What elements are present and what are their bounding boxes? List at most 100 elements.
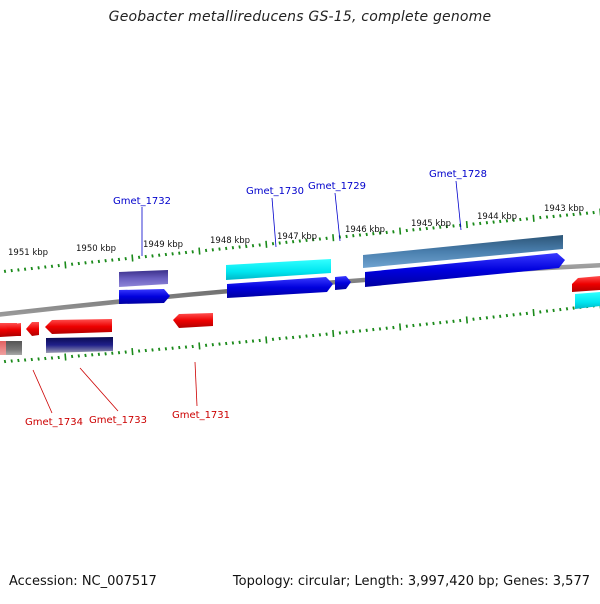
gene-gmet-1728-inner[interactable] <box>365 253 565 287</box>
inner-minor-tick <box>452 319 455 323</box>
outer-minor-tick <box>97 259 101 264</box>
outer-major-tick <box>332 234 335 242</box>
inner-minor-tick <box>418 323 422 327</box>
outer-minor-tick <box>305 238 308 242</box>
outer-minor-tick <box>572 212 575 217</box>
outer-minor-tick <box>57 263 60 268</box>
scale-label-1943: 1943 kbp <box>544 204 584 214</box>
leader-gmet-1728 <box>455 180 462 231</box>
outer-major-tick <box>64 261 67 269</box>
gene-left-pink[interactable] <box>0 341 6 355</box>
inner-minor-tick <box>151 348 154 352</box>
forward-gene-labels: Gmet_1732 Gmet_1730 Gmet_1729 Gmet_1728 <box>113 169 487 256</box>
inner-minor-tick <box>50 356 54 360</box>
inner-minor-tick <box>378 327 382 331</box>
inner-minor-tick <box>238 340 241 344</box>
outer-minor-tick <box>191 250 194 254</box>
inner-minor-tick <box>432 321 435 326</box>
inner-scale-track <box>3 301 600 364</box>
label-gmet-1729[interactable]: Gmet_1729 <box>308 181 366 192</box>
reverse-genes <box>0 313 213 355</box>
outer-minor-tick <box>124 257 127 261</box>
outer-minor-tick <box>104 259 107 263</box>
gene-left-edge-2[interactable] <box>5 323 21 336</box>
outer-minor-tick <box>117 257 121 262</box>
gene-right-edge-arrow[interactable] <box>572 276 600 292</box>
inner-minor-tick <box>77 354 80 358</box>
gene-gmet-1730-inner[interactable] <box>227 277 333 298</box>
scale-label-1949: 1949 kbp <box>143 240 183 250</box>
label-gmet-1730[interactable]: Gmet_1730 <box>246 186 304 197</box>
outer-minor-tick <box>238 245 241 249</box>
gene-gmet-1729-inner[interactable] <box>335 276 351 290</box>
inner-minor-tick <box>479 316 482 321</box>
outer-minor-tick <box>23 267 27 271</box>
outer-minor-tick <box>111 258 114 262</box>
outer-minor-tick <box>50 264 54 268</box>
inner-minor-tick <box>91 353 94 357</box>
outer-major-tick <box>198 247 201 255</box>
gene-gmet-1730-outer[interactable] <box>226 259 331 280</box>
outer-minor-tick <box>418 227 422 231</box>
outer-minor-tick <box>345 234 348 239</box>
genome-summary: Topology: circular; Length: 3,997,420 bp… <box>232 574 590 589</box>
outer-minor-tick <box>412 228 415 232</box>
gene-gmet-1732-outer[interactable] <box>119 270 168 287</box>
gene-right-edge-outer[interactable] <box>575 292 600 309</box>
label-gmet-1734[interactable]: Gmet_1734 <box>25 417 83 428</box>
inner-minor-tick <box>184 345 188 349</box>
outer-minor-tick <box>251 244 255 248</box>
label-gmet-1732[interactable]: Gmet_1732 <box>113 196 171 207</box>
inner-minor-tick <box>104 352 107 356</box>
gene-gmet-1734-grey[interactable] <box>5 341 22 355</box>
outer-minor-tick <box>70 262 74 266</box>
inner-minor-tick <box>211 343 214 347</box>
inner-minor-tick <box>278 336 281 341</box>
gene-gmet-1733-red[interactable] <box>45 319 112 334</box>
outer-minor-tick <box>425 226 428 231</box>
inner-minor-tick <box>158 347 161 351</box>
inner-minor-tick <box>385 326 388 330</box>
outer-minor-tick <box>385 230 388 235</box>
outer-minor-tick <box>44 265 47 269</box>
scale-label-1945: 1945 kbp <box>411 219 451 229</box>
inner-minor-tick <box>439 321 442 325</box>
inner-minor-tick <box>565 307 569 311</box>
outer-minor-tick <box>365 232 368 237</box>
inner-major-tick <box>131 348 134 356</box>
gene-left-edge-3[interactable] <box>26 322 39 336</box>
inner-minor-tick <box>412 323 415 328</box>
outer-minor-tick <box>291 240 295 244</box>
inner-minor-tick <box>30 357 33 362</box>
outer-minor-tick <box>158 253 161 257</box>
scale-label-1944: 1944 kbp <box>477 212 517 222</box>
inner-major-tick <box>198 342 201 350</box>
gene-gmet-1731[interactable] <box>173 313 213 328</box>
label-gmet-1728[interactable]: Gmet_1728 <box>429 169 487 180</box>
outer-minor-tick <box>392 230 395 234</box>
inner-major-tick <box>465 316 468 324</box>
outer-minor-tick <box>585 211 589 215</box>
gene-gmet-1728-outer[interactable] <box>363 235 563 268</box>
inner-minor-tick <box>552 308 555 313</box>
reverse-gene-labels: Gmet_1734 Gmet_1733 Gmet_1731 <box>25 361 230 428</box>
inner-minor-tick <box>23 358 27 362</box>
inner-minor-tick <box>485 316 489 320</box>
label-gmet-1731[interactable]: Gmet_1731 <box>172 410 230 421</box>
outer-minor-tick <box>452 224 455 228</box>
outer-minor-tick <box>432 226 435 230</box>
accession-label: Accession: NC_007517 <box>9 574 157 589</box>
label-gmet-1733[interactable]: Gmet_1733 <box>89 415 147 426</box>
gene-gmet-1733-navy[interactable] <box>46 337 113 353</box>
inner-minor-tick <box>231 341 235 345</box>
outer-minor-tick <box>271 242 275 246</box>
outer-minor-tick <box>352 234 355 238</box>
outer-minor-tick <box>37 266 40 270</box>
leader-gmet-1733 <box>79 367 119 412</box>
outer-minor-tick <box>372 232 375 236</box>
outer-minor-tick <box>278 241 281 245</box>
scale-labels: 1951 kbp 1950 kbp 1949 kbp 1948 kbp 1947… <box>8 204 584 258</box>
gene-gmet-1732-inner[interactable] <box>119 289 170 304</box>
outer-minor-tick <box>184 250 188 255</box>
